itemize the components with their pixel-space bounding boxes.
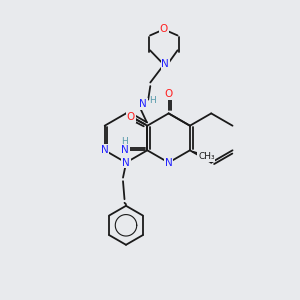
Text: O: O (164, 89, 173, 99)
Text: N: N (139, 99, 147, 109)
Text: O: O (160, 24, 168, 34)
Text: N: N (101, 145, 109, 155)
Text: N: N (165, 158, 172, 168)
Text: O: O (127, 112, 135, 122)
Text: N: N (161, 59, 169, 69)
Text: N: N (122, 158, 130, 168)
Text: N: N (121, 145, 129, 155)
Text: H: H (149, 96, 156, 105)
Text: H: H (121, 137, 128, 146)
Text: CH₃: CH₃ (198, 152, 215, 161)
